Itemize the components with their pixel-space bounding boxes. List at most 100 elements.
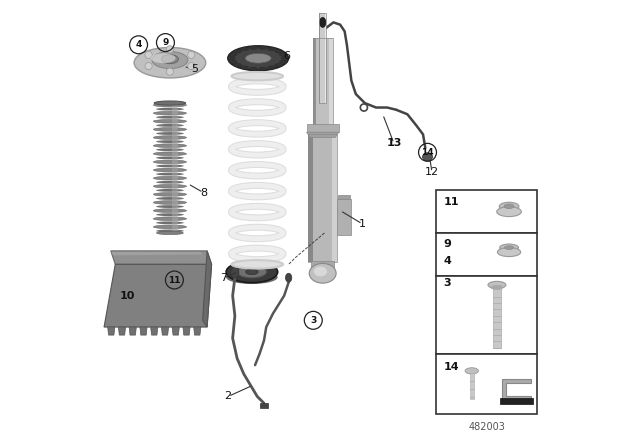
- Ellipse shape: [154, 217, 186, 220]
- Text: 2: 2: [225, 392, 232, 401]
- Ellipse shape: [488, 281, 506, 289]
- Ellipse shape: [497, 207, 522, 217]
- Circle shape: [166, 46, 173, 53]
- Text: 11: 11: [168, 276, 180, 284]
- Bar: [500, 398, 533, 404]
- Polygon shape: [183, 327, 190, 335]
- Polygon shape: [150, 327, 158, 335]
- Ellipse shape: [156, 164, 184, 168]
- Ellipse shape: [154, 112, 186, 115]
- Ellipse shape: [285, 273, 292, 282]
- Ellipse shape: [245, 53, 271, 63]
- Polygon shape: [140, 327, 147, 335]
- Ellipse shape: [234, 50, 242, 53]
- Ellipse shape: [246, 269, 258, 275]
- Ellipse shape: [154, 209, 186, 212]
- Ellipse shape: [226, 271, 278, 284]
- Bar: [332, 134, 337, 262]
- Text: 11: 11: [444, 197, 459, 207]
- Ellipse shape: [154, 201, 186, 204]
- Ellipse shape: [504, 204, 514, 209]
- Ellipse shape: [134, 47, 206, 78]
- Text: 9: 9: [163, 38, 168, 47]
- Circle shape: [145, 52, 152, 59]
- Ellipse shape: [280, 53, 287, 56]
- Ellipse shape: [268, 66, 276, 69]
- Ellipse shape: [280, 60, 287, 64]
- Ellipse shape: [229, 53, 237, 56]
- Ellipse shape: [154, 177, 186, 180]
- Text: 13: 13: [386, 138, 402, 148]
- Circle shape: [188, 52, 195, 59]
- Text: 12: 12: [425, 168, 439, 177]
- Ellipse shape: [226, 261, 278, 283]
- Bar: [329, 38, 333, 128]
- Bar: [436, 276, 538, 354]
- Ellipse shape: [157, 231, 183, 235]
- Ellipse shape: [229, 60, 237, 64]
- Ellipse shape: [152, 52, 188, 69]
- Ellipse shape: [309, 263, 336, 283]
- Bar: [307, 124, 339, 132]
- Ellipse shape: [154, 128, 186, 131]
- Ellipse shape: [154, 168, 186, 172]
- Ellipse shape: [319, 17, 326, 27]
- Ellipse shape: [232, 72, 283, 80]
- Bar: [308, 134, 337, 262]
- Ellipse shape: [156, 124, 184, 127]
- Polygon shape: [203, 251, 212, 327]
- Text: 4: 4: [136, 40, 141, 49]
- Text: 3: 3: [444, 278, 451, 289]
- Polygon shape: [194, 327, 201, 335]
- Ellipse shape: [250, 67, 257, 71]
- Ellipse shape: [268, 47, 276, 51]
- Ellipse shape: [237, 266, 266, 278]
- Ellipse shape: [465, 368, 479, 374]
- Ellipse shape: [234, 63, 242, 67]
- Ellipse shape: [154, 185, 186, 188]
- Ellipse shape: [156, 108, 184, 111]
- Ellipse shape: [156, 181, 184, 184]
- Text: 6: 6: [283, 51, 290, 61]
- Ellipse shape: [250, 46, 257, 49]
- Ellipse shape: [231, 267, 239, 278]
- Bar: [172, 103, 177, 233]
- Text: 3: 3: [310, 316, 316, 325]
- Ellipse shape: [154, 103, 186, 107]
- Polygon shape: [111, 252, 203, 255]
- Circle shape: [166, 68, 173, 75]
- Text: 1: 1: [359, 219, 366, 229]
- Ellipse shape: [275, 63, 283, 67]
- Text: 14: 14: [444, 362, 460, 372]
- Ellipse shape: [154, 152, 186, 155]
- Ellipse shape: [227, 56, 236, 60]
- Polygon shape: [307, 132, 339, 138]
- Ellipse shape: [241, 47, 249, 51]
- Ellipse shape: [156, 140, 184, 143]
- Ellipse shape: [500, 244, 518, 251]
- Text: 10: 10: [120, 291, 135, 301]
- Bar: [325, 13, 326, 103]
- Bar: [493, 285, 500, 348]
- Text: 5: 5: [191, 65, 198, 74]
- Ellipse shape: [161, 55, 179, 64]
- Ellipse shape: [259, 67, 267, 71]
- Ellipse shape: [154, 193, 186, 196]
- Ellipse shape: [154, 225, 186, 228]
- Ellipse shape: [491, 285, 503, 290]
- Polygon shape: [161, 327, 168, 335]
- Text: 14: 14: [421, 148, 434, 157]
- Ellipse shape: [232, 260, 283, 268]
- Ellipse shape: [422, 153, 433, 161]
- Polygon shape: [108, 327, 115, 335]
- Ellipse shape: [259, 46, 267, 49]
- Bar: [339, 195, 350, 199]
- Ellipse shape: [156, 229, 184, 233]
- Bar: [436, 190, 538, 233]
- Ellipse shape: [154, 120, 186, 123]
- Bar: [313, 38, 316, 128]
- Ellipse shape: [499, 202, 519, 211]
- Ellipse shape: [156, 189, 184, 192]
- Bar: [319, 13, 321, 103]
- Ellipse shape: [228, 46, 289, 71]
